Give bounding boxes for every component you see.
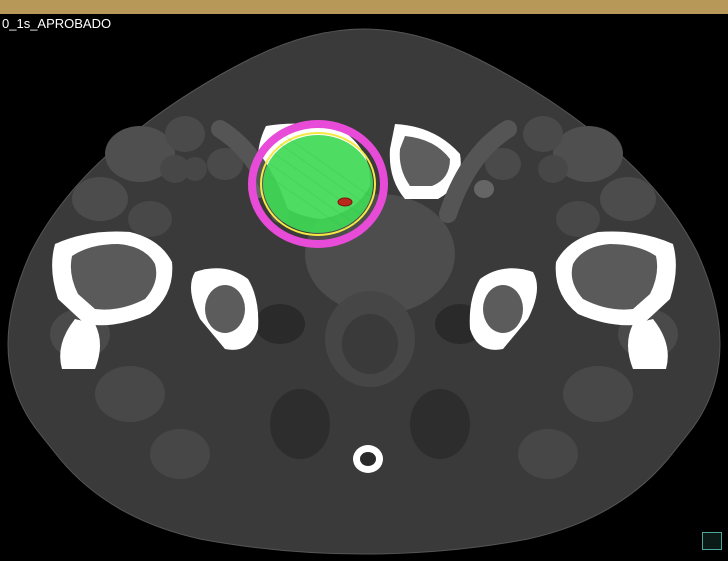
viewer-top-bar — [0, 0, 728, 14]
tissue-blob — [183, 157, 207, 181]
tissue-blob — [600, 177, 656, 221]
series-label: 0_1s_APROBADO — [2, 16, 111, 31]
tissue-blob — [518, 429, 578, 479]
ct-scan-image — [0, 14, 728, 556]
fat-plane — [270, 389, 330, 459]
tissue-blob — [523, 116, 563, 152]
right-femur-marrow — [483, 285, 523, 333]
roi-marker[interactable] — [338, 198, 352, 206]
tissue-blob — [563, 366, 633, 422]
orientation-indicator — [702, 532, 722, 550]
ct-scan-viewport[interactable] — [0, 14, 728, 556]
vessel — [474, 180, 494, 198]
coccyx-marrow — [360, 452, 376, 466]
tissue-blob — [128, 201, 172, 237]
tissue-blob — [538, 155, 568, 183]
roi-contour-group[interactable] — [252, 124, 384, 244]
tissue-blob — [556, 201, 600, 237]
fat-plane — [255, 304, 305, 344]
rectum-lumen — [342, 314, 398, 374]
tissue-blob — [95, 366, 165, 422]
tissue-blob — [150, 429, 210, 479]
tissue-blob — [72, 177, 128, 221]
fat-plane — [410, 389, 470, 459]
left-femur-marrow — [205, 285, 245, 333]
tissue-blob — [165, 116, 205, 152]
